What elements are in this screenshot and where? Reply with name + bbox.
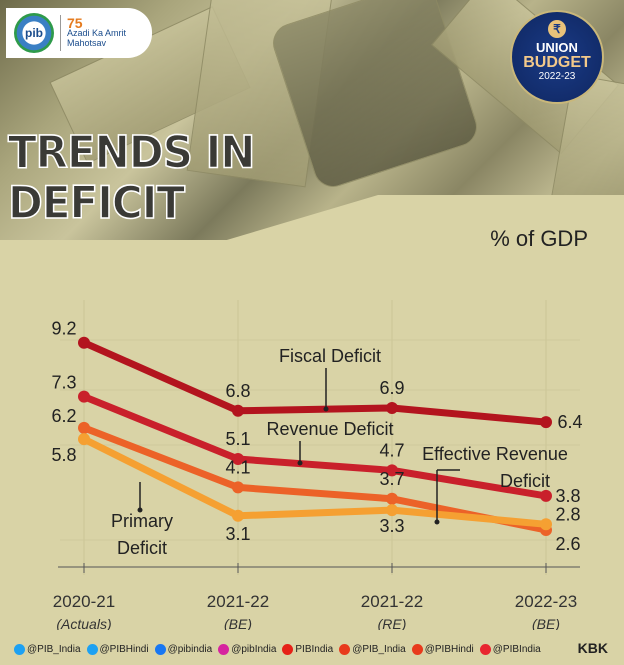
data-label: 9.2 bbox=[51, 319, 76, 339]
social-link[interactable]: PIBIndia bbox=[282, 643, 334, 655]
data-point bbox=[386, 401, 398, 414]
social-link[interactable]: @pibIndia bbox=[218, 643, 277, 655]
social-link[interactable]: @PIBIndia bbox=[479, 643, 541, 655]
data-point bbox=[386, 504, 398, 517]
x-tick-sublabel: (RE) bbox=[378, 616, 407, 630]
union-budget-badge: ₹ UNION BUDGET 2022-23 bbox=[510, 10, 604, 104]
data-point bbox=[386, 464, 398, 477]
badge-line1: UNION bbox=[536, 40, 578, 55]
series-label: Primary bbox=[111, 511, 173, 531]
azadi-number: 75 bbox=[67, 15, 83, 31]
series-label: Deficit bbox=[117, 538, 167, 558]
data-label: 4.7 bbox=[379, 440, 404, 460]
series-label: Effective Revenue bbox=[422, 444, 568, 464]
series-label: Deficit bbox=[500, 471, 550, 491]
data-point bbox=[78, 390, 90, 403]
data-label: 2.6 bbox=[555, 534, 580, 554]
header-banner: pib 75 Azadi Ka Amrit Mahotsav ₹ UNION BU… bbox=[0, 0, 624, 240]
data-point bbox=[540, 518, 552, 531]
pib-logo: pib bbox=[14, 13, 54, 53]
badge-line2: BUDGET bbox=[523, 54, 591, 71]
pib-azadi-logo: pib 75 Azadi Ka Amrit Mahotsav bbox=[6, 8, 152, 58]
social-handle: @PIBIndia bbox=[492, 643, 541, 655]
instagram-icon bbox=[218, 643, 230, 655]
azadi-ka-amrit-mahotsav-logo: 75 Azadi Ka Amrit Mahotsav bbox=[67, 15, 137, 48]
data-point bbox=[232, 481, 244, 494]
data-point bbox=[78, 336, 90, 349]
data-point bbox=[232, 453, 244, 466]
social-handle: @PIB_India bbox=[27, 643, 81, 655]
data-label: 6.9 bbox=[379, 378, 404, 398]
leader-dot bbox=[297, 460, 303, 466]
data-label: 5.1 bbox=[225, 429, 250, 449]
social-link[interactable]: @PIB_India bbox=[339, 643, 406, 655]
social-link[interactable]: @PIBHindi bbox=[86, 643, 149, 655]
leader-dot bbox=[434, 519, 440, 525]
data-point bbox=[540, 416, 552, 429]
sharechat-icon bbox=[479, 643, 491, 655]
badge-year: 2022-23 bbox=[538, 71, 576, 82]
series-line-1 bbox=[82, 393, 547, 500]
social-handle: PIBIndia bbox=[295, 643, 334, 655]
kooapp-icon bbox=[339, 643, 351, 655]
data-label: 6.4 bbox=[557, 412, 582, 432]
social-handle: @pibindia bbox=[167, 643, 213, 655]
social-link[interactable]: @pibindia bbox=[154, 643, 213, 655]
x-tick-sublabel: (Actuals) bbox=[56, 616, 111, 630]
credit-label: KBK bbox=[577, 640, 608, 656]
leader-dot bbox=[323, 406, 329, 412]
data-label: 3.8 bbox=[555, 486, 580, 506]
social-handle: @PIBHindi bbox=[99, 643, 149, 655]
deficit-line-chart: 2020-21 (Actuals) 2021-22 (BE) 2021-22 (RE) 20… bbox=[51, 300, 583, 630]
title-line2: DEFICIT bbox=[7, 176, 185, 229]
x-tick-label: 2021-22 bbox=[361, 592, 423, 611]
title-line1: TRENDS IN bbox=[7, 126, 256, 178]
social-handle: @PIB_India bbox=[352, 643, 406, 655]
social-link[interactable]: @PIBHindi bbox=[411, 643, 474, 655]
page-title: TRENDS IN DEFICIT bbox=[7, 126, 256, 229]
x-tick-sublabel: (BE) bbox=[532, 616, 560, 630]
social-handle: @PIBHindi bbox=[424, 643, 474, 655]
data-point bbox=[386, 492, 398, 505]
social-link[interactable]: @PIB_India bbox=[14, 643, 81, 655]
series-line-3 bbox=[82, 436, 547, 528]
azadi-text: Azadi Ka Amrit Mahotsav bbox=[67, 28, 127, 48]
data-label: 7.3 bbox=[51, 373, 76, 393]
logo-divider bbox=[60, 15, 61, 51]
social-handle: @pibIndia bbox=[231, 643, 277, 655]
data-label: 3.7 bbox=[379, 469, 404, 489]
series-label: Fiscal Deficit bbox=[279, 346, 381, 366]
data-point bbox=[540, 489, 552, 502]
kooapp-icon bbox=[411, 643, 423, 655]
rupee-icon: ₹ bbox=[548, 20, 566, 38]
series-line-0 bbox=[82, 339, 547, 426]
data-point bbox=[78, 433, 90, 446]
data-label: 2.8 bbox=[555, 504, 580, 524]
data-point bbox=[232, 509, 244, 522]
data-label: 3.1 bbox=[225, 524, 250, 544]
data-label: 5.8 bbox=[51, 445, 76, 465]
youtube-icon bbox=[282, 643, 294, 655]
leader-dot bbox=[137, 507, 143, 513]
series-label: Revenue Deficit bbox=[266, 419, 393, 439]
x-tick-label: 2022-23 bbox=[515, 592, 577, 611]
data-label: 3.3 bbox=[379, 516, 404, 536]
x-tick-label: 2020-21 bbox=[53, 592, 115, 611]
twitter-icon bbox=[86, 643, 98, 655]
data-point bbox=[78, 421, 90, 434]
twitter-icon bbox=[14, 643, 25, 655]
social-footer: @PIB_India @PIBHindi @pibindia @pibIndia PIB… bbox=[0, 636, 624, 662]
unit-label: % of GDP bbox=[490, 226, 588, 251]
data-label: 6.8 bbox=[225, 381, 250, 401]
data-point bbox=[232, 404, 244, 417]
x-tick-label: 2021-22 bbox=[207, 592, 269, 611]
data-label: 6.2 bbox=[51, 406, 76, 426]
data-label: 4.1 bbox=[225, 457, 250, 477]
facebook-icon bbox=[154, 643, 166, 655]
x-tick-sublabel: (BE) bbox=[224, 616, 252, 630]
